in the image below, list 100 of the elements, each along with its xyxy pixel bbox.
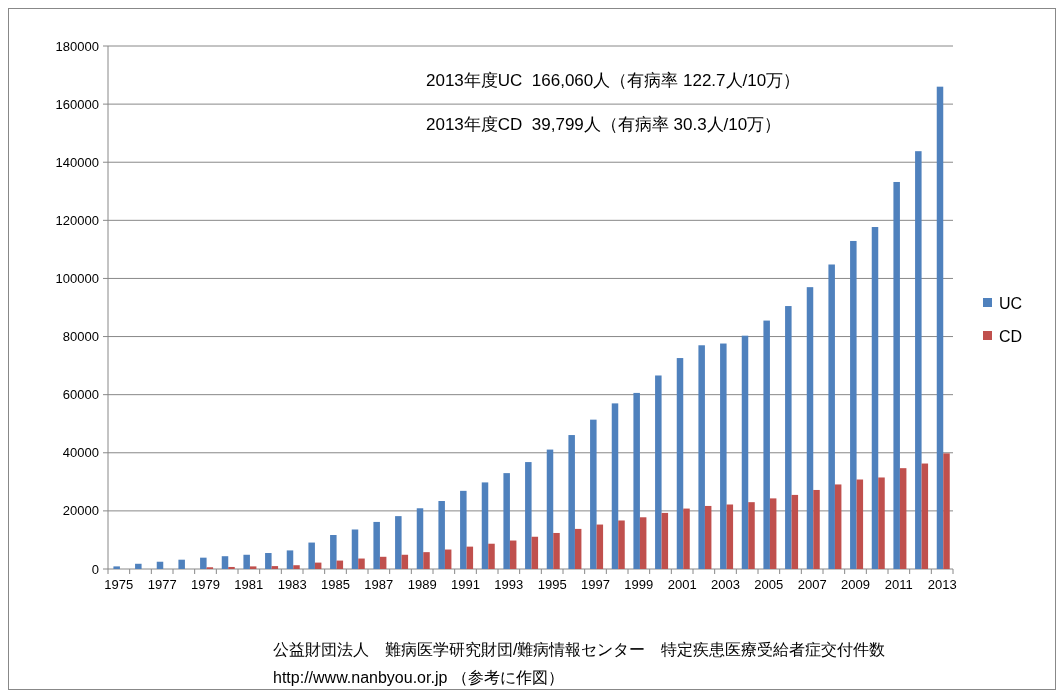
bar (509, 540, 517, 569)
bar (438, 501, 445, 569)
annotation: 2013年度CD 39,799人（有病率 30.3人/10万） (426, 115, 782, 134)
bar (488, 543, 495, 569)
bar (401, 554, 409, 569)
bar (590, 419, 597, 569)
x-tick-label: 2001 (667, 577, 697, 592)
x-tick-label: 2007 (797, 577, 827, 592)
bar (379, 556, 387, 569)
x-tick-label: 1991 (451, 577, 480, 592)
y-tick-label: 120000 (55, 212, 99, 228)
y-tick-label: 40000 (62, 445, 99, 461)
bar (546, 449, 554, 569)
x-tick-label: 1989 (407, 577, 437, 592)
bar (221, 556, 229, 569)
y-tick-label: 60000 (62, 387, 99, 403)
bar (806, 287, 814, 569)
bar (351, 529, 359, 569)
bar (785, 306, 792, 569)
x-tick-label: 1983 (277, 577, 307, 592)
bar (531, 536, 539, 569)
bar (856, 479, 864, 569)
legend-label: CD (999, 327, 1023, 345)
x-tick-label: 2011 (884, 577, 913, 592)
bar (373, 521, 380, 569)
bar (330, 535, 337, 569)
x-tick-label: 1977 (147, 577, 177, 592)
x-tick-label: 1999 (624, 577, 654, 592)
bar (655, 375, 662, 569)
bar (813, 489, 820, 569)
bar (915, 151, 922, 569)
bar (936, 86, 944, 569)
x-tick-label: 2003 (711, 577, 740, 592)
bar (618, 520, 625, 569)
bar (828, 264, 835, 569)
bar (748, 502, 755, 569)
bar (574, 528, 582, 569)
bar (704, 505, 712, 569)
x-tick-label: 2005 (754, 577, 784, 592)
y-tick-label: 80000 (62, 329, 99, 345)
bar (265, 553, 272, 569)
bar (358, 558, 365, 569)
bar (871, 227, 879, 569)
bar (769, 498, 777, 569)
x-tick-label: 1995 (537, 577, 567, 592)
y-tick-label: 180000 (55, 38, 99, 54)
bar (726, 504, 734, 569)
x-tick-label: 1981 (234, 577, 264, 592)
x-tick-label: 1975 (104, 577, 134, 592)
x-tick-label: 1979 (191, 577, 220, 592)
bar (893, 181, 900, 569)
bar (878, 477, 885, 569)
bar (698, 345, 705, 569)
bar (200, 557, 207, 569)
x-tick-label: 2009 (841, 577, 870, 592)
bar (683, 508, 690, 569)
bar (676, 358, 684, 569)
annotation: 2013年度UC 166,060人（有病率 122.7人/10万） (426, 71, 801, 90)
bar (611, 403, 619, 569)
bar (850, 240, 857, 569)
y-tick-label: 100000 (55, 270, 99, 286)
bar (525, 462, 532, 569)
bar (423, 552, 430, 569)
x-tick-label: 2013 (927, 577, 957, 592)
bar (113, 566, 120, 569)
x-tick-label: 1997 (581, 577, 610, 592)
bar (466, 546, 474, 569)
bar (553, 532, 560, 569)
bar (720, 343, 727, 569)
bar (834, 484, 842, 569)
bar (293, 565, 300, 569)
y-tick-label: 140000 (55, 154, 99, 170)
bar (481, 482, 489, 569)
bar (249, 566, 257, 569)
bar (763, 320, 770, 569)
y-tick-label: 20000 (62, 503, 99, 519)
x-tick-label: 1993 (494, 577, 524, 592)
bar (596, 524, 604, 569)
text: 公益財団法人 難病医学研究財団/難病情報センター 特定疾患医療受給者症交付件数 (273, 641, 886, 658)
x-tick-label: 1987 (364, 577, 394, 592)
y-tick-label: 160000 (55, 96, 99, 112)
bar (308, 542, 315, 569)
bar (791, 494, 799, 569)
bar (503, 473, 510, 569)
bar (271, 566, 279, 569)
y-tick-label: 0 (91, 561, 99, 577)
bar (416, 508, 424, 569)
bar (568, 435, 575, 569)
bar (921, 463, 929, 569)
bar (460, 490, 467, 569)
bar (243, 554, 250, 569)
legend-label: UC (999, 294, 1023, 312)
text: http://www.nanbyou.or.jp （参考に作図） (273, 669, 564, 686)
bar (135, 563, 142, 569)
bar (899, 468, 907, 569)
bar (178, 559, 185, 569)
bar (639, 517, 647, 569)
bar (286, 550, 294, 569)
bar (444, 549, 452, 569)
bar (943, 453, 950, 569)
